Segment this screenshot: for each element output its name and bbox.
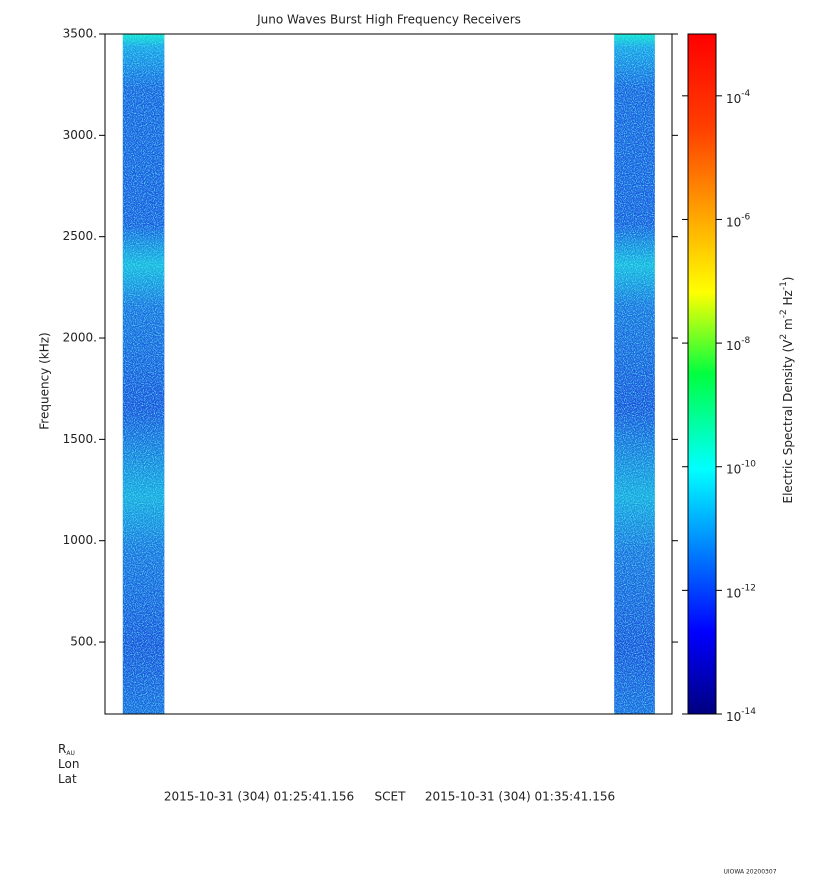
footer-text: 2015-10-31 (304) 01:35:41.156 bbox=[425, 790, 615, 804]
colorbar-tick-label: 10-12 bbox=[726, 583, 756, 600]
tick-exp: -14 bbox=[741, 707, 756, 717]
tick-exp: -4 bbox=[741, 88, 750, 98]
plot-frame bbox=[104, 33, 673, 715]
colorbar-label-part: 2 bbox=[779, 334, 789, 340]
colorbar bbox=[687, 33, 717, 715]
y-tick-label: 2500. bbox=[63, 229, 97, 243]
tick-exp: -10 bbox=[741, 459, 756, 469]
colorbar-label-part: ) bbox=[781, 276, 795, 281]
colorbar-label-part: -1 bbox=[779, 281, 789, 290]
ephemeris-name: R bbox=[58, 742, 66, 756]
tick-exp: -6 bbox=[741, 212, 750, 222]
colorbar-tick-label: 10-8 bbox=[726, 336, 751, 353]
stamp: UIOWA 20200307 bbox=[723, 869, 776, 876]
y-tick-label: 3500. bbox=[63, 27, 97, 41]
y-tick-label: 3000. bbox=[63, 128, 97, 142]
footer-text: SCET bbox=[375, 790, 407, 804]
colorbar-tick-label: 10-6 bbox=[726, 212, 751, 229]
chart-title: Juno Waves Burst High Frequency Receiver… bbox=[256, 13, 521, 27]
colorbar-label-part: Electric Spectral Density (V bbox=[781, 339, 795, 504]
tick-base: 10 bbox=[726, 215, 741, 229]
spectrogram-noise bbox=[614, 34, 655, 714]
tick-base: 10 bbox=[726, 710, 741, 724]
colorbar-tick-label: 10-10 bbox=[726, 459, 756, 476]
y-axis-label: Frequency (kHz) bbox=[38, 332, 52, 429]
ephemeris-label: Lon bbox=[58, 757, 79, 771]
tick-base: 10 bbox=[726, 339, 741, 353]
ephemeris-name: Lat bbox=[58, 772, 77, 786]
ephemeris-label: RAU bbox=[58, 742, 75, 757]
y-tick-label: 2000. bbox=[63, 331, 97, 345]
tick-exp: -8 bbox=[741, 336, 750, 346]
footer-text: 2015-10-31 (304) 01:25:41.156 bbox=[164, 790, 354, 804]
tick-base: 10 bbox=[726, 586, 741, 600]
tick-exp: -12 bbox=[741, 583, 756, 593]
colorbar-tick-label: 10-4 bbox=[726, 88, 751, 105]
y-tick-label: 1000. bbox=[63, 533, 97, 547]
y-tick-label: 1500. bbox=[63, 432, 97, 446]
colorbar-tick-label: 10-14 bbox=[726, 707, 756, 724]
ephemeris-name: Lon bbox=[58, 757, 79, 771]
tick-base: 10 bbox=[726, 91, 741, 105]
spectrogram-noise bbox=[122, 34, 165, 714]
tick-base: 10 bbox=[726, 462, 741, 476]
colorbar-label-part: -2 bbox=[779, 309, 789, 318]
colorbar-label: Electric Spectral Density (V2 m-2 Hz-1) bbox=[779, 276, 795, 503]
y-tick-label: 500. bbox=[70, 635, 97, 649]
colorbar-label-part: Hz bbox=[781, 290, 795, 309]
ephemeris-sub: AU bbox=[66, 750, 75, 757]
colorbar-label-part: m bbox=[781, 318, 795, 334]
ephemeris-label: Lat bbox=[58, 772, 77, 786]
